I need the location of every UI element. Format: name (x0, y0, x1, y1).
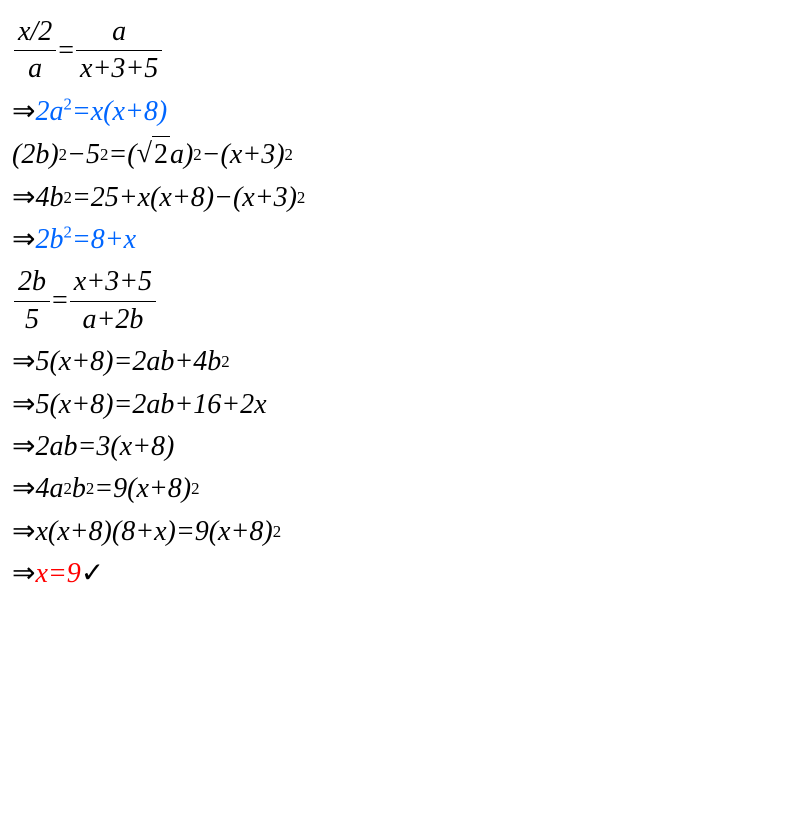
text: −5 (67, 137, 100, 173)
denominator: a (24, 51, 46, 87)
text: 2ab=3(x+8) (35, 429, 174, 465)
implies-arrow: ⇒ (12, 180, 35, 216)
implies-arrow: ⇒ (12, 94, 35, 130)
radical-icon: √ (137, 136, 152, 172)
blue-expr: 2b2=8+x (35, 222, 136, 258)
text: =25+x(x+8)−(x+3) (72, 180, 297, 216)
text: a) (170, 137, 193, 173)
text: 5(x+8)=2ab+16+2x (35, 387, 266, 423)
sqrt: √2 (137, 136, 170, 173)
text: 4a (35, 471, 63, 507)
equation-line-6: 2b 5 = x+3+5 a+2b (12, 264, 788, 338)
fraction-6a: 2b 5 (14, 264, 50, 338)
numerator: a (108, 14, 130, 50)
implies-arrow: ⇒ (12, 429, 35, 465)
denominator: a+2b (78, 302, 147, 338)
implies-arrow: ⇒ (12, 387, 35, 423)
text: b (72, 471, 86, 507)
text: 5(x+8)=2ab+4b (35, 344, 221, 380)
text: 4b (35, 180, 63, 216)
equals: = (52, 283, 68, 319)
equation-line-3: (2b)2−52=(√2a)2−(x+3)2 (12, 136, 788, 173)
equation-line-10: ⇒4a2b2=9(x+8)2 (12, 471, 788, 507)
fraction-1a: x/2 a (14, 14, 56, 88)
equation-line-7: ⇒5(x+8)=2ab+4b2 (12, 344, 788, 380)
exponent: 2 (63, 94, 71, 113)
implies-arrow: ⇒ (12, 556, 35, 592)
equation-line-2: ⇒ 2a2=x(x+8) (12, 94, 788, 130)
equation-line-4: ⇒4b2=25+x(x+8)−(x+3)2 (12, 180, 788, 216)
text: =x(x+8) (72, 96, 167, 127)
equals: = (58, 33, 74, 69)
exponent: 2 (63, 223, 71, 242)
text: 2a (35, 96, 63, 127)
implies-arrow: ⇒ (12, 222, 35, 258)
text: =8+x (72, 224, 136, 255)
fraction-1b: a x+3+5 (76, 14, 162, 88)
equation-line-8: ⇒5(x+8)=2ab+16+2x (12, 387, 788, 423)
text: 2b (35, 224, 63, 255)
blue-expr: 2a2=x(x+8) (35, 94, 167, 130)
check-icon: ✓ (81, 556, 104, 592)
text: (2b) (12, 137, 59, 173)
implies-arrow: ⇒ (12, 471, 35, 507)
numerator: x+3+5 (70, 264, 156, 300)
fraction-6b: x+3+5 a+2b (70, 264, 156, 338)
denominator: 5 (21, 302, 43, 338)
text: =( (108, 137, 136, 173)
equation-line-11: ⇒x(x+8)(8+x)=9(x+8)2 (12, 514, 788, 550)
equation-line-12: ⇒x=9 ✓ (12, 556, 788, 592)
equation-line-1: x/2 a = a x+3+5 (12, 14, 788, 88)
implies-arrow: ⇒ (12, 514, 35, 550)
text: x(x+8)(8+x)=9(x+8) (35, 514, 272, 550)
red-result: x=9 (35, 556, 80, 592)
equation-line-5: ⇒ 2b2=8+x (12, 222, 788, 258)
implies-arrow: ⇒ (12, 344, 35, 380)
text: −(x+3) (202, 137, 285, 173)
numerator: x/2 (14, 14, 56, 50)
numerator: 2b (14, 264, 50, 300)
sqrt-arg: 2 (152, 136, 170, 173)
denominator: x+3+5 (76, 51, 162, 87)
equation-line-9: ⇒2ab=3(x+8) (12, 429, 788, 465)
text: =9(x+8) (94, 471, 191, 507)
